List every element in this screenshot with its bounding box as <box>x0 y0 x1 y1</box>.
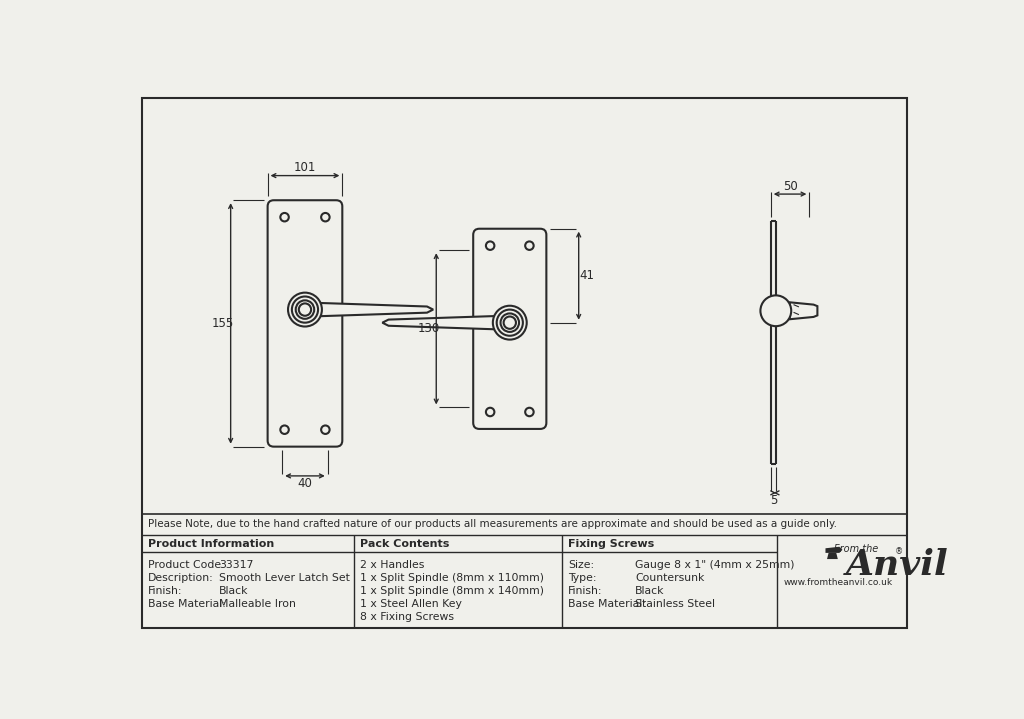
Circle shape <box>299 303 311 316</box>
Text: Description:: Description: <box>148 573 214 583</box>
Circle shape <box>288 293 322 326</box>
Text: 1 x Split Spindle (8mm x 140mm): 1 x Split Spindle (8mm x 140mm) <box>360 586 544 596</box>
Text: 50: 50 <box>782 180 798 193</box>
Polygon shape <box>290 304 300 315</box>
Text: Anvil: Anvil <box>846 549 949 582</box>
Text: 2 x Handles: 2 x Handles <box>360 560 424 570</box>
Text: ®: ® <box>895 546 903 556</box>
Text: www.fromtheanvil.co.uk: www.fromtheanvil.co.uk <box>784 577 893 587</box>
Text: 5: 5 <box>770 494 777 507</box>
Text: Base Material:: Base Material: <box>148 599 226 609</box>
Text: Size:: Size: <box>568 560 594 570</box>
Polygon shape <box>382 316 505 329</box>
Text: 8 x Fixing Screws: 8 x Fixing Screws <box>360 612 454 622</box>
Circle shape <box>525 408 534 416</box>
Text: Pack Contents: Pack Contents <box>360 539 450 549</box>
Text: Black: Black <box>635 586 665 596</box>
Text: 41: 41 <box>579 269 594 282</box>
Polygon shape <box>310 303 433 316</box>
Circle shape <box>493 306 526 339</box>
Text: Type:: Type: <box>568 573 596 583</box>
Circle shape <box>281 213 289 221</box>
Circle shape <box>497 310 523 336</box>
Polygon shape <box>790 302 817 319</box>
Circle shape <box>292 296 318 323</box>
Circle shape <box>486 242 495 250</box>
Circle shape <box>281 426 289 434</box>
Text: 101: 101 <box>294 161 316 175</box>
Text: Please Note, due to the hand crafted nature of our products all measurements are: Please Note, due to the hand crafted nat… <box>148 519 838 529</box>
Text: Product Information: Product Information <box>148 539 274 549</box>
Text: Finish:: Finish: <box>568 586 602 596</box>
Text: Smooth Lever Latch Set: Smooth Lever Latch Set <box>219 573 350 583</box>
Text: Stainless Steel: Stainless Steel <box>635 599 715 609</box>
FancyBboxPatch shape <box>267 200 342 446</box>
Text: 40: 40 <box>298 477 312 490</box>
Text: Finish:: Finish: <box>148 586 182 596</box>
Polygon shape <box>827 553 838 559</box>
Text: Malleable Iron: Malleable Iron <box>219 599 296 609</box>
Text: Black: Black <box>219 586 249 596</box>
Circle shape <box>761 296 792 326</box>
Text: Countersunk: Countersunk <box>635 573 705 583</box>
Polygon shape <box>515 317 525 328</box>
Polygon shape <box>825 546 843 553</box>
Text: 1 x Split Spindle (8mm x 110mm): 1 x Split Spindle (8mm x 110mm) <box>360 573 544 583</box>
Circle shape <box>504 316 516 329</box>
Text: 1 x Steel Allen Key: 1 x Steel Allen Key <box>360 599 462 609</box>
Circle shape <box>296 301 314 319</box>
Text: Fixing Screws: Fixing Screws <box>568 539 654 549</box>
Circle shape <box>322 426 330 434</box>
Text: 33317: 33317 <box>219 560 254 570</box>
Circle shape <box>525 242 534 250</box>
Text: Gauge 8 x 1" (4mm x 25mm): Gauge 8 x 1" (4mm x 25mm) <box>635 560 795 570</box>
Circle shape <box>501 313 519 332</box>
Text: From the: From the <box>835 544 879 554</box>
Circle shape <box>322 213 330 221</box>
Text: Product Code:: Product Code: <box>148 560 225 570</box>
Text: 130: 130 <box>418 322 439 335</box>
Circle shape <box>486 408 495 416</box>
FancyBboxPatch shape <box>473 229 547 429</box>
Text: Base Material:: Base Material: <box>568 599 646 609</box>
Text: 155: 155 <box>212 317 234 330</box>
